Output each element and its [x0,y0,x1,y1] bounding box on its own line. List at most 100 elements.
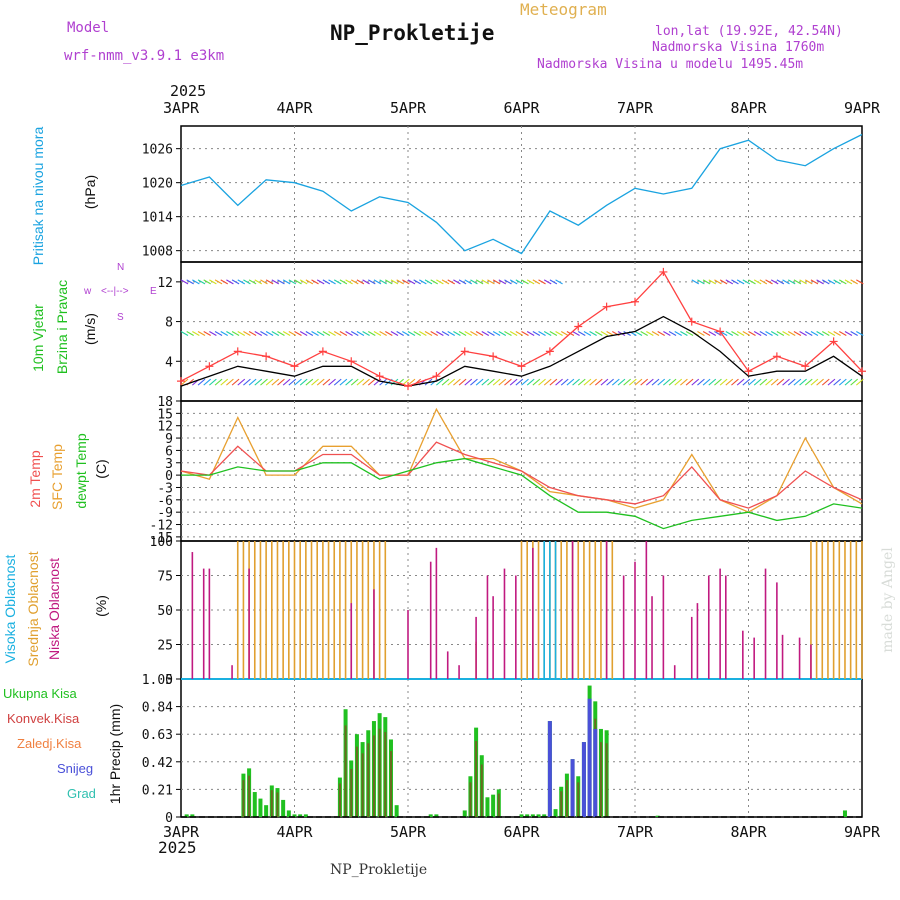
precip-total-bar [428,814,433,817]
wind-barb [532,378,541,386]
wind-barb [362,331,370,336]
wind-barb [260,378,268,386]
wind-barb [220,279,228,285]
wind-barb [192,331,200,336]
y-tick-label: 3 [165,457,173,472]
y-tick-label: -3 [157,481,173,496]
y-tick-label: 12 [157,420,173,435]
wind-barb [362,279,370,285]
gust-marker [631,297,639,306]
wind-barb [186,331,194,336]
wind-barb [731,279,739,285]
wind-barb [651,378,660,386]
wind-barb [367,378,376,386]
model-elevation: Nadmorska Visina u modelu 1495.45m [537,57,804,72]
wind-barb [549,279,558,285]
wind-barb [356,378,365,386]
wind-barb [458,331,467,336]
wind-barb [674,378,683,386]
y-tick-label: 0 [165,469,173,484]
y-tick-label: 8 [165,316,173,331]
wind-barb [850,279,858,285]
wind-barb [356,331,365,336]
date-tick-bottom: 5APR [390,823,427,841]
wind-barb [850,378,859,386]
wind-barb [526,331,535,336]
y-tick-label: 9 [165,432,173,447]
wind-barb [475,378,484,386]
wind-barb [816,331,824,336]
wind-barb [719,378,728,386]
precip-conv-bar [372,735,375,817]
wind-barb [390,331,399,336]
wind-barb [328,331,336,336]
wind-barb [277,331,285,336]
wind-barb [333,279,342,285]
wind-barb [373,331,382,336]
precip-snow-bar [570,759,575,817]
y-tick-label: 0.63 [142,728,173,743]
legend-grad: Grad [67,786,96,801]
wind-barb [385,279,393,285]
precip-total-bar [485,797,490,817]
wind-barb [702,378,711,386]
wind-barb [543,331,552,336]
wind-barb [436,331,444,336]
precip-conv-bar [475,741,478,817]
wind-barb [299,279,308,285]
date-tick-bottom: 8APR [730,823,767,841]
wind-barb [856,279,864,285]
wind-barb [402,279,410,285]
sfc-temp-line [180,407,863,513]
wind-barb [447,378,456,386]
gust-marker [404,382,412,391]
precip-conv-bar [248,775,251,817]
meteogram-label: Meteogram [520,0,607,19]
wind-barb [350,378,359,386]
compass-n: N [117,262,125,273]
wind-speed-line [180,315,863,387]
wind-barb [634,378,643,386]
wind-barb [833,279,841,285]
date-tick-bottom: 6APR [503,823,540,841]
wind-barb [396,331,404,336]
wind-barb [254,378,263,386]
compass-e: E [150,286,157,297]
gust-marker [545,347,554,356]
legend-konvek: Konvek.Kisa [7,711,80,726]
date-tick-top: 8APR [730,99,767,117]
wind-barb [271,331,280,336]
wind-barb [231,378,240,386]
wind-barb [822,279,830,285]
wind-barb [203,378,212,386]
wind-barb [441,378,450,386]
precip-conv-bar [577,782,580,817]
wind-barb [765,279,773,285]
wind-barb [436,378,444,386]
y-tick-label: 1.05 [142,673,173,688]
wind-barb [203,279,211,285]
wind-barb [413,331,421,336]
wind-barb [776,331,785,336]
wind-barb [600,331,609,336]
wind-barb [526,378,535,386]
wind-barb [322,378,331,386]
date-tick-bottom: 7APR [617,823,654,841]
wind-barb [753,378,762,386]
wind-barb [254,279,263,285]
gust-marker [858,367,866,376]
wind-barb [237,331,246,336]
precip-total-bar [252,792,257,817]
wind-barb [833,378,841,386]
wind-barb [822,331,830,336]
wind-barb [453,378,461,386]
gust-marker [659,267,668,276]
precip-total-bar [184,814,189,817]
y-tick-label: 0 [165,673,173,688]
gust-marker [829,337,838,346]
date-tick-top: 3APR [163,99,200,117]
precip-conv-bar [355,746,358,817]
precip-conv-bar [565,780,568,817]
gust-marker [602,302,611,311]
wind-barb [220,331,228,336]
